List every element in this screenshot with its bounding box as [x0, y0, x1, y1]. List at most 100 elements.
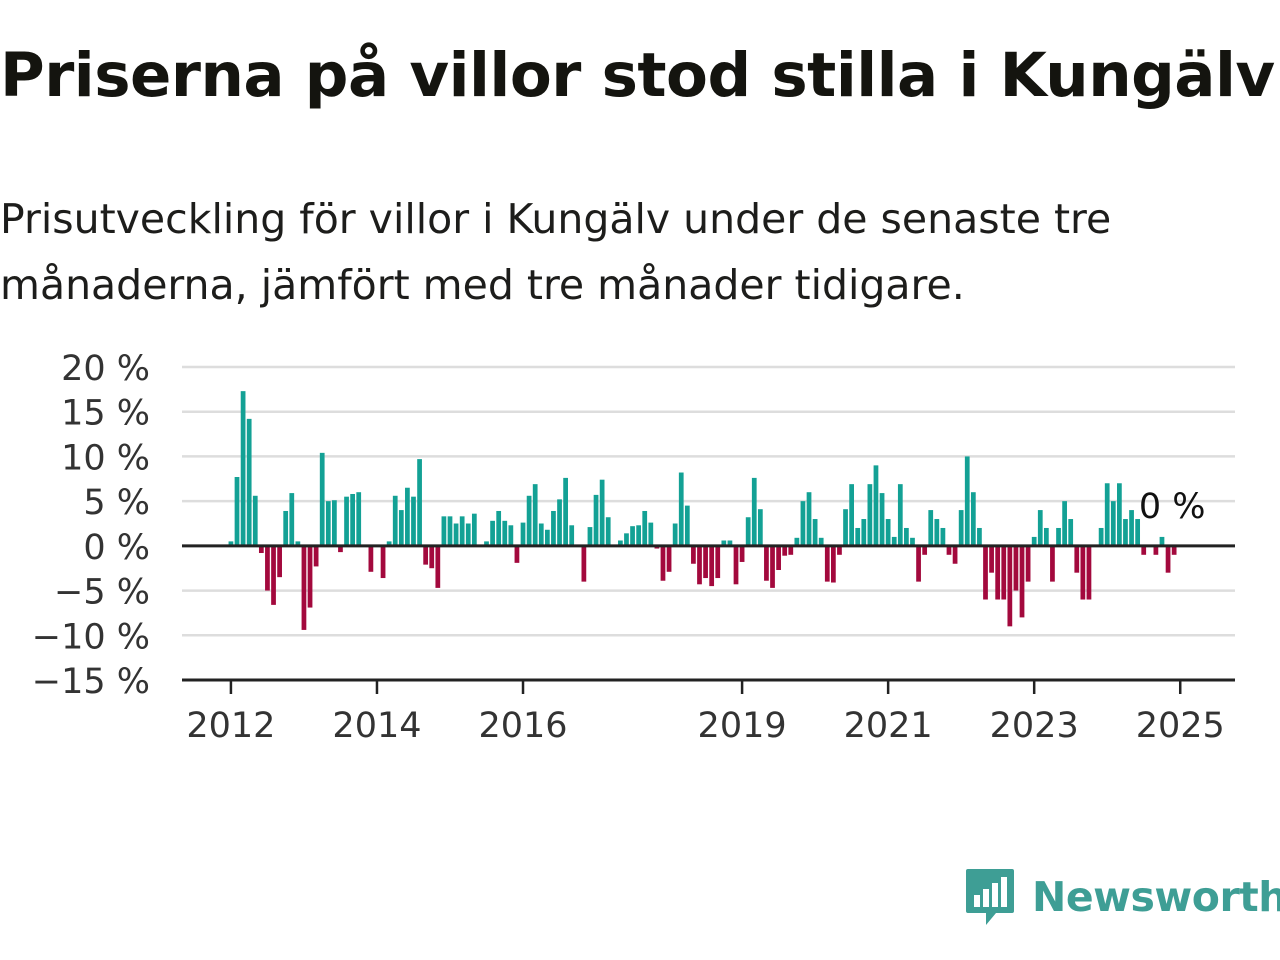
- y-tick-label: 20 %: [61, 349, 150, 389]
- bar: [325, 501, 331, 546]
- bar: [715, 545, 721, 579]
- chart-subtitle: Prisutveckling för villor i Kungälv unde…: [0, 195, 1112, 309]
- bar: [502, 520, 508, 546]
- y-tick-label: −10 %: [32, 617, 150, 657]
- bar: [958, 510, 964, 546]
- x-tick-label: 2019: [698, 706, 787, 746]
- bar: [928, 510, 934, 546]
- bar: [837, 545, 842, 555]
- bar: [922, 545, 928, 555]
- bar: [794, 537, 800, 546]
- brand-name: Newsworthy: [1032, 873, 1280, 921]
- bar: [946, 545, 952, 555]
- bar: [1074, 545, 1080, 573]
- bar: [940, 527, 946, 546]
- bar: [496, 510, 502, 546]
- bar: [964, 456, 970, 546]
- bar: [855, 527, 861, 546]
- bar: [258, 545, 264, 554]
- bar: [593, 494, 599, 546]
- bar: [830, 545, 836, 583]
- bar: [459, 516, 465, 546]
- bar: [672, 523, 678, 546]
- bar: [697, 545, 702, 585]
- bar: [411, 496, 416, 546]
- y-tick-label: 10 %: [61, 438, 150, 478]
- bar: [995, 545, 1001, 600]
- bar: [1037, 510, 1043, 546]
- bar: [453, 523, 459, 546]
- bar: [1171, 545, 1177, 555]
- bar: [569, 525, 575, 546]
- bar: [934, 519, 940, 546]
- bar: [447, 516, 453, 546]
- bar: [1068, 519, 1074, 546]
- bar: [843, 509, 848, 546]
- bar: [703, 545, 708, 579]
- bar: [544, 529, 550, 546]
- bar: [897, 484, 903, 546]
- bar: [551, 510, 556, 546]
- x-tick-label: 2016: [478, 706, 567, 746]
- bar: [563, 477, 568, 546]
- bar: [277, 545, 282, 578]
- bar: [745, 517, 751, 546]
- bar: [1031, 536, 1037, 546]
- bar: [1135, 519, 1141, 546]
- bar: [429, 545, 435, 569]
- bar: [812, 519, 818, 546]
- bar: [356, 492, 362, 546]
- bar: [1123, 519, 1128, 546]
- bar: [782, 545, 788, 556]
- bar: [1080, 545, 1086, 600]
- bar: [1086, 545, 1092, 600]
- bar: [338, 545, 343, 553]
- bar: [751, 477, 757, 546]
- bar: [605, 517, 611, 546]
- bar: [514, 545, 520, 563]
- bar: [526, 495, 532, 546]
- bar: [319, 452, 325, 546]
- bar: [435, 545, 441, 588]
- bar: [630, 526, 635, 546]
- bar: [271, 545, 276, 605]
- bar: [405, 487, 410, 546]
- bar: [386, 541, 392, 546]
- chart-title: Priserna på villor stod stilla i Kungälv: [0, 40, 1275, 111]
- bar: [684, 505, 690, 546]
- x-tick-label: 2021: [844, 706, 933, 746]
- bar: [234, 476, 240, 546]
- newsworthy-logo-icon: [966, 869, 1014, 925]
- bar: [471, 513, 477, 546]
- bar: [350, 493, 356, 546]
- bar: [1141, 545, 1147, 555]
- bar: [818, 537, 824, 546]
- bar: [380, 545, 386, 579]
- bar: [867, 484, 873, 546]
- bar: [520, 522, 526, 546]
- bar: [910, 537, 915, 546]
- bar: [1019, 545, 1025, 618]
- bar: [246, 418, 252, 546]
- bar: [557, 499, 562, 546]
- x-tick-label: 2023: [990, 706, 1079, 746]
- bar: [240, 391, 246, 546]
- bar: [873, 465, 879, 546]
- bar: [398, 510, 404, 546]
- x-tick-label: 2025: [1136, 706, 1225, 746]
- bar: [770, 545, 775, 588]
- bar: [691, 545, 696, 564]
- bar: [508, 525, 514, 546]
- bar: [332, 500, 337, 546]
- bar: [1165, 545, 1171, 573]
- bar: [1007, 545, 1013, 627]
- bar: [392, 495, 398, 546]
- last-value-label: 0 %: [1139, 487, 1206, 527]
- bar: [624, 533, 629, 546]
- y-tick-label: 0 %: [83, 528, 150, 568]
- bar: [642, 510, 648, 546]
- bar: [581, 545, 587, 582]
- x-tick-label: 2012: [186, 706, 275, 746]
- bar: [861, 519, 867, 546]
- bar: [301, 545, 307, 630]
